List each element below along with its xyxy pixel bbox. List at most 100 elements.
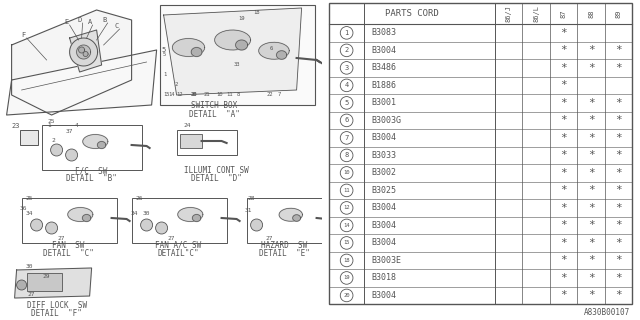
Text: 3: 3 bbox=[344, 65, 349, 71]
Circle shape bbox=[17, 280, 27, 290]
Polygon shape bbox=[279, 208, 303, 221]
Text: *: * bbox=[560, 80, 567, 90]
Text: 21: 21 bbox=[204, 92, 210, 98]
Text: 10: 10 bbox=[216, 92, 223, 98]
Text: C: C bbox=[115, 23, 119, 29]
Polygon shape bbox=[276, 51, 287, 59]
Polygon shape bbox=[68, 207, 93, 221]
Text: 27: 27 bbox=[168, 236, 175, 241]
Text: *: * bbox=[615, 45, 622, 55]
Text: 7: 7 bbox=[344, 135, 349, 141]
Text: 36: 36 bbox=[20, 206, 28, 211]
Text: DETAIL  "D": DETAIL "D" bbox=[191, 174, 242, 183]
Polygon shape bbox=[236, 40, 248, 50]
Text: DIFF LOCK  SW: DIFF LOCK SW bbox=[26, 301, 86, 310]
Text: 2: 2 bbox=[52, 138, 56, 143]
Text: B3018: B3018 bbox=[372, 273, 397, 283]
Text: *: * bbox=[615, 150, 622, 160]
Text: 19: 19 bbox=[238, 15, 245, 20]
Text: *: * bbox=[615, 98, 622, 108]
Text: *: * bbox=[615, 255, 622, 265]
Text: A: A bbox=[88, 19, 92, 25]
Text: *: * bbox=[615, 185, 622, 196]
Text: 33: 33 bbox=[234, 62, 240, 68]
Text: 8: 8 bbox=[237, 92, 240, 98]
Bar bbox=[246, 198, 321, 243]
Text: 18: 18 bbox=[344, 258, 350, 263]
Polygon shape bbox=[164, 8, 301, 95]
Text: *: * bbox=[588, 98, 595, 108]
Text: 12: 12 bbox=[177, 92, 183, 98]
Text: 15: 15 bbox=[344, 240, 350, 245]
Circle shape bbox=[251, 219, 262, 231]
Text: 31: 31 bbox=[245, 208, 252, 213]
Text: 22: 22 bbox=[266, 92, 273, 98]
Text: *: * bbox=[560, 185, 567, 196]
Text: *: * bbox=[588, 291, 595, 300]
Text: 11: 11 bbox=[344, 188, 350, 193]
Circle shape bbox=[45, 222, 58, 234]
Text: 8: 8 bbox=[344, 152, 349, 158]
Text: 89: 89 bbox=[616, 9, 621, 18]
Text: B3004: B3004 bbox=[372, 204, 397, 212]
Text: F: F bbox=[22, 32, 26, 38]
Text: 1: 1 bbox=[48, 123, 51, 128]
Text: *: * bbox=[560, 273, 567, 283]
Text: B3083: B3083 bbox=[372, 28, 397, 37]
Text: DETAIL  "B": DETAIL "B" bbox=[66, 174, 117, 183]
Polygon shape bbox=[79, 47, 84, 53]
Text: B: B bbox=[102, 17, 107, 23]
Text: B3004: B3004 bbox=[372, 291, 397, 300]
Text: 6: 6 bbox=[270, 45, 273, 51]
Text: B3003G: B3003G bbox=[372, 116, 402, 125]
Text: 27: 27 bbox=[28, 292, 35, 297]
Text: 2: 2 bbox=[175, 83, 178, 87]
Text: *: * bbox=[560, 45, 567, 55]
Text: A830B00107: A830B00107 bbox=[584, 308, 630, 317]
Circle shape bbox=[51, 144, 63, 156]
Polygon shape bbox=[15, 268, 92, 298]
Text: 86/L: 86/L bbox=[533, 5, 540, 22]
Polygon shape bbox=[6, 50, 157, 115]
Text: *: * bbox=[560, 133, 567, 143]
Text: *: * bbox=[560, 98, 567, 108]
Text: *: * bbox=[588, 203, 595, 213]
Text: B3004: B3004 bbox=[372, 221, 397, 230]
Text: *: * bbox=[588, 63, 595, 73]
Polygon shape bbox=[70, 30, 102, 72]
Text: 14: 14 bbox=[344, 223, 350, 228]
Text: *: * bbox=[615, 133, 622, 143]
Polygon shape bbox=[193, 214, 201, 221]
Text: 27: 27 bbox=[266, 236, 273, 241]
Text: 5: 5 bbox=[161, 47, 166, 53]
Text: F/C  SW: F/C SW bbox=[76, 166, 108, 175]
Text: 6: 6 bbox=[344, 117, 349, 124]
Text: 23: 23 bbox=[12, 123, 20, 129]
Text: 29: 29 bbox=[43, 274, 51, 279]
Text: 88: 88 bbox=[588, 9, 594, 18]
Text: *: * bbox=[560, 150, 567, 160]
Circle shape bbox=[65, 149, 77, 161]
Text: 87: 87 bbox=[561, 9, 566, 18]
Circle shape bbox=[156, 222, 168, 234]
Text: *: * bbox=[588, 150, 595, 160]
Text: FAN  SW: FAN SW bbox=[52, 241, 84, 250]
Circle shape bbox=[141, 219, 152, 231]
Text: 1: 1 bbox=[344, 30, 349, 36]
Polygon shape bbox=[178, 207, 203, 221]
Polygon shape bbox=[70, 38, 97, 66]
Text: *: * bbox=[615, 203, 622, 213]
Text: B3001: B3001 bbox=[372, 98, 397, 108]
Text: *: * bbox=[560, 291, 567, 300]
Text: 37: 37 bbox=[66, 129, 74, 134]
Text: PARTS CORD: PARTS CORD bbox=[385, 9, 439, 18]
Circle shape bbox=[31, 219, 43, 231]
Polygon shape bbox=[83, 214, 91, 221]
Text: *: * bbox=[588, 273, 595, 283]
Text: 1: 1 bbox=[163, 73, 166, 77]
Polygon shape bbox=[77, 45, 91, 59]
Text: 25: 25 bbox=[26, 196, 33, 201]
Text: *: * bbox=[588, 238, 595, 248]
Text: HAZARD  SW: HAZARD SW bbox=[262, 241, 308, 250]
Polygon shape bbox=[97, 141, 106, 148]
